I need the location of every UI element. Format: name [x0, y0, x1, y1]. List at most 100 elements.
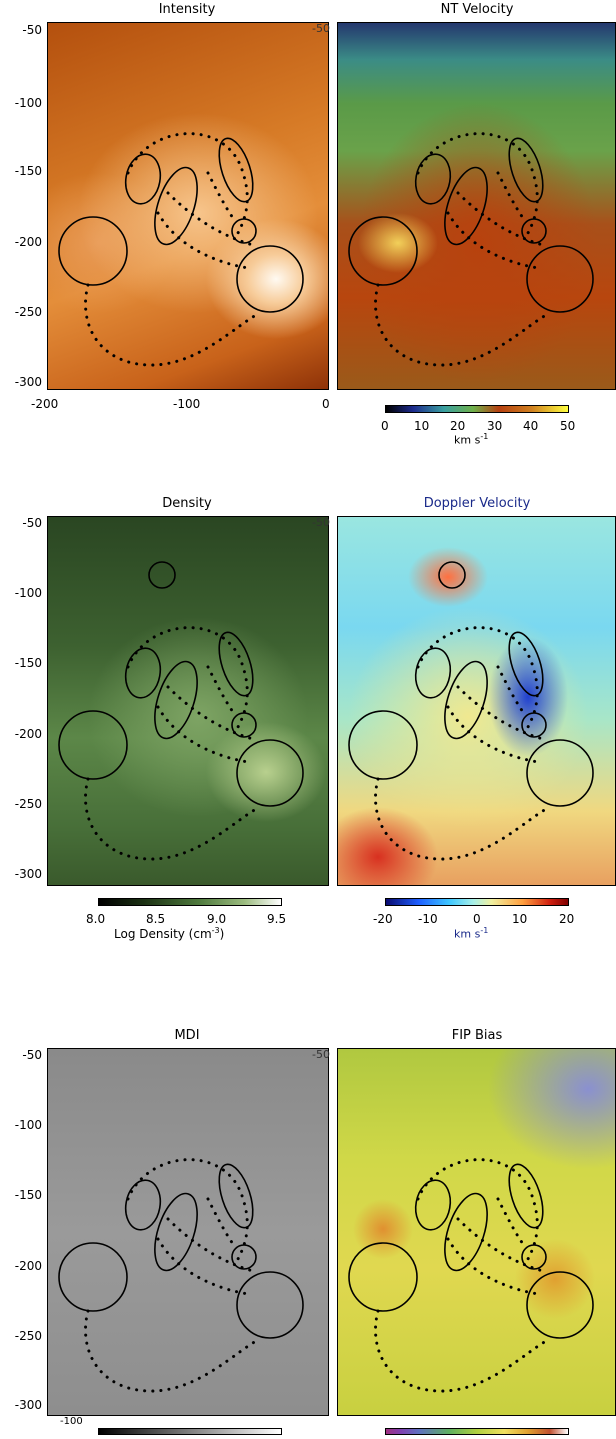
nt-cbar-tick: 50: [560, 419, 576, 433]
upper-dotted-loop: [126, 626, 249, 729]
panel-title-nt-velocity: NT Velocity: [440, 2, 514, 17]
fip-bias-overlay: [348, 1158, 594, 1393]
loop-ellipse-a: [124, 647, 162, 699]
fip-colorbar: [385, 1428, 569, 1435]
nt-velocity-colorbar: [385, 405, 569, 413]
panel-title-intensity: Intensity: [158, 2, 216, 17]
nt-cbar-tick: 0: [381, 419, 389, 433]
outer-dotted-loop: [84, 1309, 262, 1393]
intensity-overlay: [58, 132, 304, 367]
footpoint-circle-east: [236, 1271, 304, 1339]
loop-ellipse-b: [154, 660, 198, 740]
y-tick: -50: [22, 516, 42, 530]
outer-dotted-loop: [374, 283, 552, 367]
inner-dotted-loop-1: [446, 705, 540, 764]
y-tick: -100: [14, 96, 42, 110]
nt-cbar-tick: 40: [523, 419, 539, 433]
footpoint-circle-west: [348, 216, 418, 286]
doppler-cbar-unit: km s-1: [454, 926, 489, 941]
overlap-tick: -50: [312, 1048, 330, 1061]
footpoint-circle-west: [58, 710, 128, 780]
density-cbar-tick: 8.0: [86, 912, 106, 926]
inner-dotted-loop-3: [206, 1197, 235, 1246]
inner-dotted-loop-2: [166, 1217, 255, 1273]
upper-dotted-loop: [416, 132, 539, 235]
overlap-tick: -50: [312, 22, 330, 35]
doppler-velocity-overlay: [348, 561, 594, 861]
inner-dotted-loop-3: [496, 665, 525, 714]
inner-dotted-loop-2: [166, 191, 255, 247]
inner-dotted-loop-3: [496, 171, 525, 220]
inner-dotted-loop-3: [496, 1197, 525, 1246]
x-tick: -100: [173, 397, 201, 411]
inner-dotted-loop-1: [156, 705, 250, 764]
y-tick: -250: [14, 305, 42, 319]
y-tick: -300: [14, 1398, 42, 1412]
mdi-magnetogram: [47, 1048, 329, 1416]
outer-dotted-loop: [374, 1309, 552, 1393]
loop-ellipse-b: [444, 660, 488, 740]
y-tick: -50: [22, 1048, 42, 1062]
upper-dotted-loop: [416, 626, 539, 729]
inner-dotted-loop-1: [446, 211, 540, 270]
density-cbar-tick: 9.5: [267, 912, 287, 926]
loop-ellipse-a: [414, 1179, 452, 1231]
footpoint-circle-east: [526, 1271, 594, 1339]
inner-dotted-loop-1: [156, 1237, 250, 1296]
inner-dotted-loop-2: [456, 685, 545, 741]
footpoint-circle-west: [348, 1242, 418, 1312]
y-tick: -300: [14, 375, 42, 389]
upper-dotted-loop: [126, 1158, 249, 1261]
y-tick: -150: [14, 1188, 42, 1202]
loop-ellipse-a: [414, 647, 452, 699]
loop-ellipse-b: [444, 166, 488, 246]
panel-title-doppler-velocity: Doppler Velocity: [423, 496, 531, 511]
top-small-circle: [438, 561, 466, 589]
loop-ellipse-b: [444, 1192, 488, 1272]
y-tick: -150: [14, 164, 42, 178]
fip-bias-map: [337, 1048, 616, 1416]
mdi-colorbar: [98, 1428, 282, 1435]
panel-title-density: Density: [162, 496, 212, 511]
outer-dotted-loop: [84, 777, 262, 861]
inner-dotted-loop-1: [156, 211, 250, 270]
y-tick: -200: [14, 1259, 42, 1273]
footpoint-circle-east: [526, 739, 594, 807]
inner-dotted-loop-2: [166, 685, 255, 741]
doppler-colorbar: [385, 898, 569, 906]
footpoint-circle-east: [526, 245, 594, 313]
footpoint-circle-west: [348, 710, 418, 780]
overlap-tick: -50: [312, 516, 330, 529]
y-tick: -300: [14, 867, 42, 881]
footpoint-circle-east: [236, 245, 304, 313]
upper-dotted-loop: [126, 132, 249, 235]
nt-cbar-tick: 10: [414, 419, 430, 433]
density-cbar-tick: 9.0: [207, 912, 227, 926]
loop-ellipse-b: [154, 1192, 198, 1272]
loop-ellipse-a: [124, 1179, 162, 1231]
y-tick: -100: [14, 1118, 42, 1132]
nt-velocity-map: [337, 22, 616, 390]
doppler-velocity-map: [337, 516, 616, 886]
inner-dotted-loop-2: [456, 191, 545, 247]
density-colorbar: [98, 898, 282, 906]
y-tick: -250: [14, 797, 42, 811]
outer-dotted-loop: [374, 777, 552, 861]
loop-ellipse-a: [124, 153, 162, 205]
footpoint-circle-west: [58, 1242, 128, 1312]
doppler-cbar-tick: 10: [512, 912, 528, 926]
x-tick: -200: [31, 397, 59, 411]
doppler-cbar-tick: 0: [473, 912, 481, 926]
mdi-cbar-tick: -100: [60, 1416, 83, 1427]
density-overlay: [58, 561, 304, 861]
panel-title-mdi: MDI: [174, 1028, 200, 1043]
y-tick: -250: [14, 1329, 42, 1343]
y-tick: -50: [22, 23, 42, 37]
inner-dotted-loop-2: [456, 1217, 545, 1273]
panel-title-fip-bias: FIP Bias: [451, 1028, 503, 1043]
inner-dotted-loop-3: [206, 171, 235, 220]
density-map: [47, 516, 329, 886]
density-cbar-unit: Log Density (cm-3): [114, 926, 225, 941]
nt-velocity-overlay: [348, 132, 594, 367]
y-tick: -100: [14, 586, 42, 600]
